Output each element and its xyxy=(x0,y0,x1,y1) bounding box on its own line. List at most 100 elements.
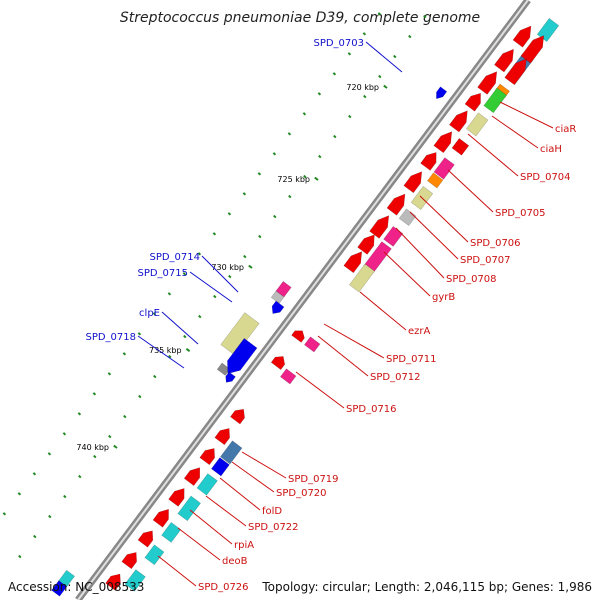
genome-backbone xyxy=(75,0,531,600)
minor-tick xyxy=(197,252,202,256)
minor-tick xyxy=(198,314,202,319)
clpE-box xyxy=(220,312,260,356)
minor-tick xyxy=(153,374,157,379)
minor-tick xyxy=(2,512,7,516)
cds-inner-8 xyxy=(386,193,406,216)
leader-line xyxy=(395,227,445,279)
gene-label: SPD_0715 xyxy=(137,268,188,279)
minor-tick xyxy=(273,214,277,219)
cds-inner-3 xyxy=(464,92,481,112)
leader-line xyxy=(359,291,407,331)
scale-label: 720 kbp xyxy=(346,83,379,92)
minor-tick xyxy=(92,392,97,396)
leader-line xyxy=(137,335,185,369)
minor-tick xyxy=(348,114,352,119)
left-arrow-a xyxy=(271,300,285,314)
minor-tick xyxy=(423,14,427,19)
cds-inner-9 xyxy=(369,215,390,239)
feature-box-10 xyxy=(383,226,404,247)
feature-box-18 xyxy=(177,495,201,522)
minor-tick xyxy=(183,334,187,339)
minor-tick xyxy=(62,432,67,436)
gene-label: SPD_0708 xyxy=(446,274,497,285)
leader-line xyxy=(383,251,431,297)
minor-tick xyxy=(378,74,382,79)
major-tick xyxy=(314,176,319,181)
leader-line xyxy=(231,461,275,493)
minor-tick xyxy=(167,292,172,296)
gene-label: SPD_0712 xyxy=(370,372,421,383)
major-tick xyxy=(383,84,388,89)
cds-inner-b-3 xyxy=(183,467,201,486)
minor-tick xyxy=(33,534,37,539)
cds-inner-b-7 xyxy=(121,552,137,570)
clpE-arrow xyxy=(227,338,258,374)
leader-line xyxy=(419,195,469,243)
minor-tick xyxy=(18,554,22,559)
minor-tick xyxy=(122,352,127,356)
gene-label: SPD_0726 xyxy=(198,582,249,593)
minor-tick xyxy=(17,492,22,496)
gene-label: SPD_0704 xyxy=(520,172,571,183)
leader-line xyxy=(177,527,221,561)
leader-line xyxy=(317,335,369,377)
gene-label: gyrB xyxy=(432,292,455,303)
left-box-4 xyxy=(51,580,68,597)
minor-tick xyxy=(408,34,412,39)
major-tick xyxy=(113,444,118,449)
scale-label: 740 kbp xyxy=(76,443,109,452)
leader-line xyxy=(295,371,345,409)
leader-line xyxy=(365,41,403,73)
minor-tick xyxy=(47,452,52,456)
minor-tick xyxy=(107,372,112,376)
cds-second-1 xyxy=(504,58,527,86)
leader-line xyxy=(491,115,539,149)
minor-tick xyxy=(93,454,97,459)
leader-line xyxy=(157,555,197,587)
feature-tracks xyxy=(51,18,560,597)
cds-inner-5 xyxy=(433,131,453,154)
cds-inner-b-5 xyxy=(152,508,169,528)
minor-tick xyxy=(228,274,232,279)
minor-tick xyxy=(258,234,262,239)
feature-box-6 xyxy=(433,157,455,180)
leader-line xyxy=(467,133,519,177)
leader-line xyxy=(409,211,459,260)
minor-tick xyxy=(332,72,337,76)
gene-label: rpiA xyxy=(234,540,254,551)
gene-label: SPD_0705 xyxy=(495,208,546,219)
feature-box-13 xyxy=(304,336,321,353)
gene-label: SPD_0720 xyxy=(276,488,327,499)
minor-tick xyxy=(333,134,337,139)
gene-label: SPD_0718 xyxy=(85,332,136,343)
minor-tick xyxy=(32,472,37,476)
leader-line xyxy=(201,255,239,293)
minor-tick xyxy=(182,272,187,276)
feature-box-20 xyxy=(144,544,165,566)
cds-inner-7 xyxy=(403,171,423,194)
minor-tick xyxy=(152,312,157,316)
feature-box-19 xyxy=(161,522,182,543)
backbone-inner xyxy=(77,0,529,600)
gene-label: SPD_0716 xyxy=(346,404,397,415)
accession-text: Accession: NC_008533 xyxy=(8,580,145,594)
cds-inner-b-2 xyxy=(199,448,215,466)
feature-box-5 xyxy=(451,138,470,156)
leader-line xyxy=(189,271,233,303)
cds-inner-6 xyxy=(420,152,437,171)
cds-inner-1 xyxy=(494,48,514,73)
leader-line xyxy=(499,101,554,129)
minor-tick xyxy=(243,254,247,259)
scale-label: 725 kbp xyxy=(277,175,310,184)
feature-box-17 xyxy=(196,473,218,496)
minor-tick xyxy=(288,194,292,199)
feature-box-7 xyxy=(427,172,444,189)
gene-label: SPD_0722 xyxy=(248,522,299,533)
minor-tick xyxy=(393,54,397,59)
gene-label: deoB xyxy=(222,556,248,567)
gene-label: ezrA xyxy=(408,326,431,337)
scale-label: 735 kbp xyxy=(149,346,182,355)
minor-tick xyxy=(78,474,82,479)
left-box-2 xyxy=(216,362,231,376)
